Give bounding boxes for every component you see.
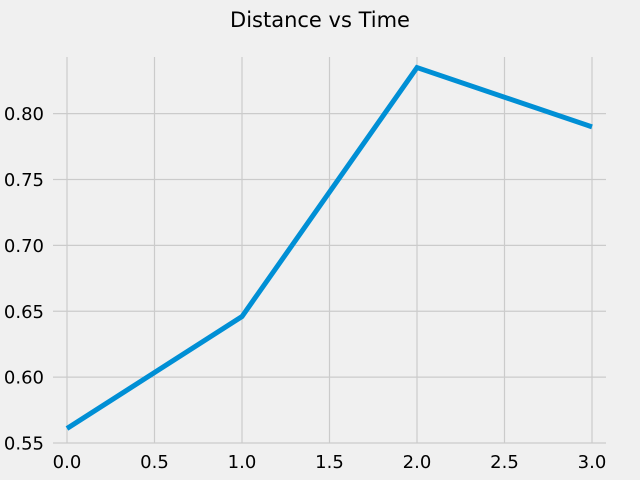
x-tick-label: 0.0 (53, 452, 82, 473)
x-tick-label: 2.0 (403, 452, 432, 473)
y-axis: 0.55 0.60 0.65 0.70 0.75 0.80 (4, 104, 44, 454)
y-tick-label: 0.65 (4, 302, 44, 323)
data-point (590, 124, 595, 129)
y-tick-label: 0.80 (4, 104, 44, 125)
x-tick-label: 1.0 (228, 452, 257, 473)
x-tick-label: 3.0 (578, 452, 607, 473)
y-tick-label: 0.75 (4, 170, 44, 191)
y-tick-label: 0.55 (4, 434, 44, 455)
data-point (415, 65, 420, 70)
x-tick-label: 1.5 (315, 452, 344, 473)
series-layer (65, 64, 595, 431)
x-tick-label: 2.5 (490, 452, 519, 473)
x-tick-label: 0.5 (140, 452, 169, 473)
y-tick-label: 0.60 (4, 368, 44, 389)
data-point (65, 426, 70, 431)
chart-title: Distance vs Time (230, 8, 410, 32)
y-tick-label: 0.70 (4, 236, 44, 257)
x-axis: 0.0 0.5 1.0 1.5 2.0 2.5 3.0 (53, 452, 607, 473)
series-line (65, 64, 593, 431)
data-point (240, 314, 245, 319)
